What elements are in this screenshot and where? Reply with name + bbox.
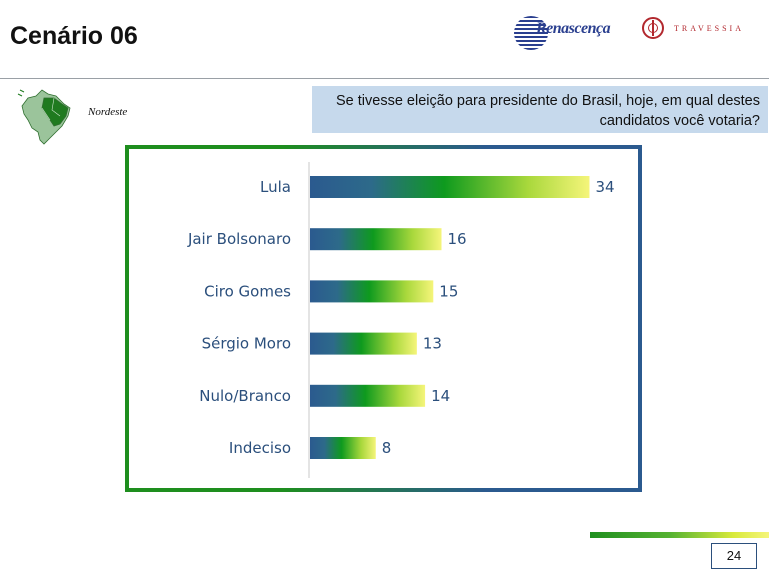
question-box: Se tivesse eleição para presidente do Br… [312,86,768,133]
renascenca-logo-mark [514,16,548,50]
page-title: Cenário 06 [10,22,138,50]
travessia-logo: TRAVESSIA [642,17,762,45]
renascenca-logo: Renascença [514,16,634,56]
bar [310,332,417,355]
travessia-logo-text: TRAVESSIA [674,24,744,33]
category-label: Sérgio Moro [202,335,291,353]
region-label: Nordeste [88,106,128,118]
page-number: 24 [711,543,757,569]
data-label: 8 [382,439,392,457]
chart-frame [125,145,642,492]
data-label: 13 [423,335,442,353]
bar [310,176,590,198]
category-label: Nulo/Branco [199,387,291,405]
renascenca-logo-text: Renascença [536,20,611,37]
data-label: 15 [439,282,458,300]
category-label: Ciro Gomes [204,282,291,300]
bar [310,280,434,303]
footer-accent-bar [590,532,769,538]
data-label: 16 [448,230,467,248]
bar [310,228,442,251]
bar [310,437,376,459]
data-label: 34 [595,178,614,196]
bar [310,384,426,407]
header: Cenário 06 Renascença TRAVESSIA [0,0,769,79]
category-label: Jair Bolsonaro [187,230,291,248]
brazil-map-icon [16,86,74,146]
category-label: Indeciso [229,439,291,457]
category-label: Lula [260,178,291,196]
data-label: 14 [431,387,450,405]
travessia-logo-mark [642,17,664,39]
